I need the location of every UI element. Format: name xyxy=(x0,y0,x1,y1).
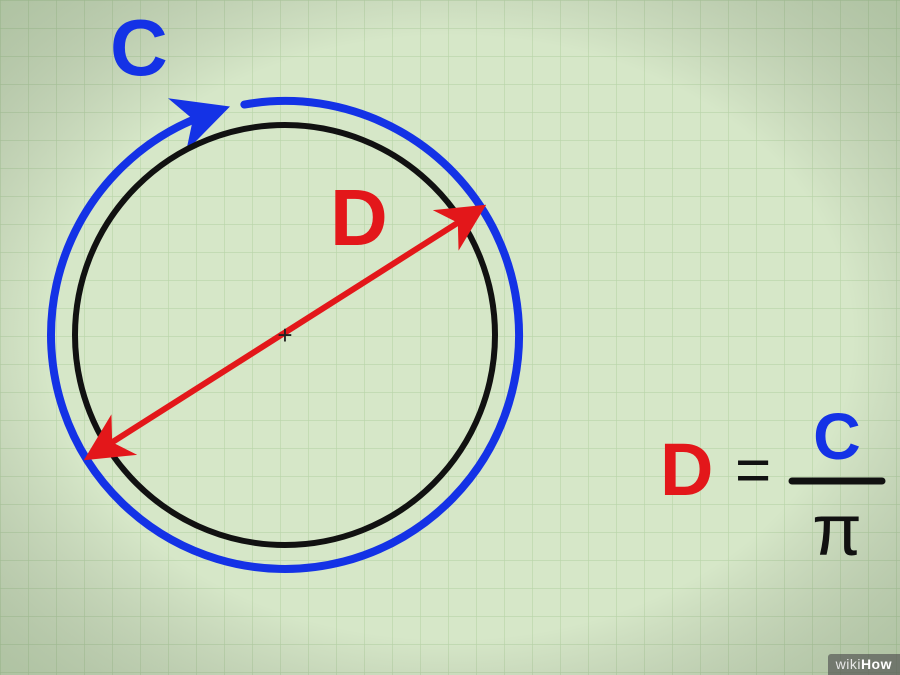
wikihow-watermark: wikiHow xyxy=(828,654,900,675)
watermark-wiki: wiki xyxy=(836,656,861,672)
center-mark: + xyxy=(277,320,292,350)
vignette-overlay xyxy=(0,0,900,675)
formula-equals: = xyxy=(735,436,771,505)
circumference-label: C xyxy=(110,3,168,92)
formula-D: D xyxy=(660,428,713,511)
watermark-how: How xyxy=(861,656,892,672)
diameter-label: D xyxy=(330,173,388,262)
diagram-canvas: + C D D = C π wikiHow xyxy=(0,0,900,675)
formula-pi: π xyxy=(812,491,862,571)
diagram-svg: + C D D = C π xyxy=(0,0,900,675)
formula-C: C xyxy=(813,399,861,473)
